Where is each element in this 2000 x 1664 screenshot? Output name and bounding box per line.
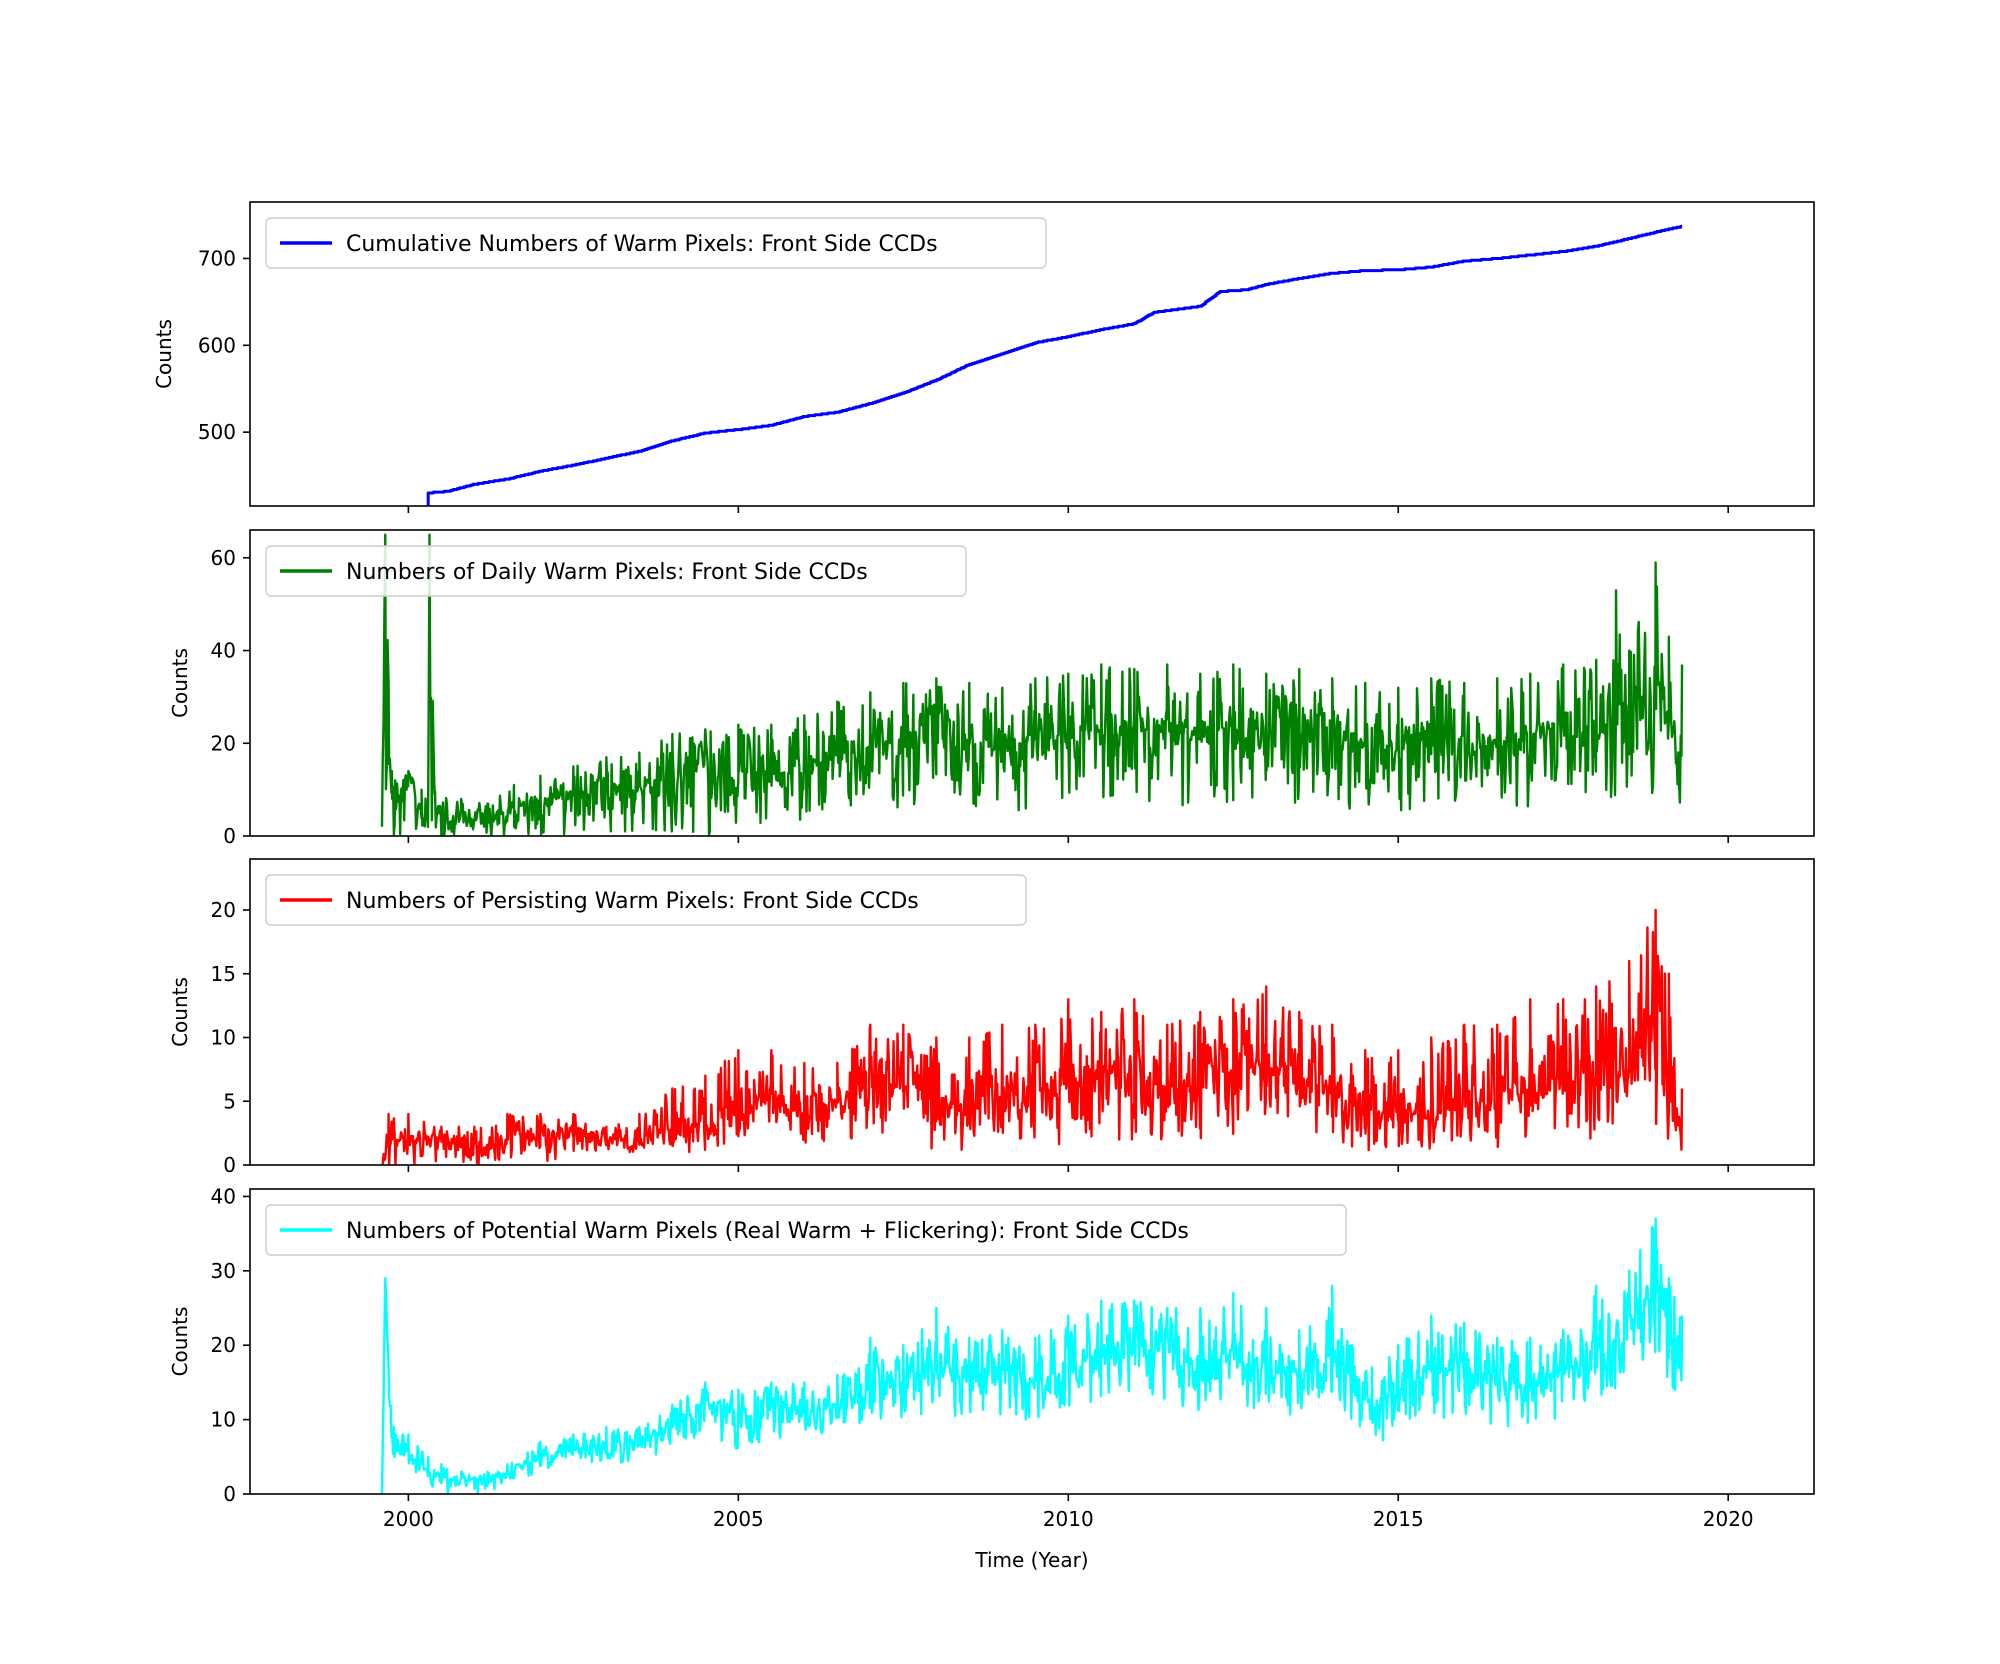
y-axis-label-daily: Counts <box>168 648 192 718</box>
legend-label-daily: Numbers of Daily Warm Pixels: Front Side… <box>346 560 868 585</box>
x-axis-label: Time (Year) <box>974 1548 1088 1572</box>
y-tick-label-daily-1: 20 <box>211 731 236 755</box>
axes-frame-cumulative <box>249 201 1815 507</box>
series-potential-0 <box>380 1217 1684 1494</box>
series-line-daily <box>380 533 1684 836</box>
x-tick-label-2: 2010 <box>1043 1507 1094 1531</box>
series-persisting-0 <box>381 908 1684 1165</box>
legend-potential: Numbers of Potential Warm Pixels (Real W… <box>265 1204 1347 1256</box>
legend-persisting: Numbers of Persisting Warm Pixels: Front… <box>265 874 1027 926</box>
series-line-potential <box>380 1217 1684 1494</box>
legend-label-persisting: Numbers of Persisting Warm Pixels: Front… <box>346 889 919 914</box>
y-tick-label-daily-3: 60 <box>211 546 236 570</box>
series-line-persisting <box>381 908 1684 1165</box>
series-cumulative-0 <box>426 224 1683 506</box>
y-tick-label-potential-4: 40 <box>211 1184 236 1208</box>
y-tick-label-persisting-2: 10 <box>211 1026 236 1050</box>
panel-potential: 0 10 20 30 40 2000 2005 2010 2015 2020 Counts Time … <box>168 1184 1815 1572</box>
y-tick-label-potential-3: 30 <box>211 1259 236 1283</box>
panel-persisting: 0 5 10 15 20 Counts Numbers of Persisting Warm… <box>168 858 1815 1177</box>
y-axis-label-persisting: Counts <box>168 977 192 1047</box>
y-tick-label-persisting-0: 0 <box>223 1153 236 1177</box>
legend-cumulative: Cumulative Numbers of Warm Pixels: Front… <box>265 217 1047 269</box>
y-tick-label-persisting-4: 20 <box>211 898 236 922</box>
x-tick-label-4: 2020 <box>1703 1507 1754 1531</box>
axes-frame-potential <box>249 1188 1815 1495</box>
panel-daily: 0 20 40 60 Counts Numbers of Daily Warm Pixel… <box>168 529 1815 848</box>
panel-cumulative: 500 600 700 Counts Cumulative Numbers of War… <box>152 201 1815 513</box>
y-axis-label-potential: Counts <box>168 1307 192 1377</box>
legend-label-potential: Numbers of Potential Warm Pixels (Real W… <box>346 1219 1189 1244</box>
y-tick-label-persisting-3: 15 <box>211 962 236 986</box>
x-tick-label-3: 2015 <box>1373 1507 1424 1531</box>
legend-box-daily <box>265 545 967 597</box>
y-tick-label-potential-0: 0 <box>223 1482 236 1506</box>
y-tick-label-cumulative-1: 600 <box>198 333 236 357</box>
y-tick-label-potential-1: 10 <box>211 1408 236 1432</box>
legend-box-potential <box>265 1204 1347 1256</box>
y-tick-label-persisting-1: 5 <box>223 1089 236 1113</box>
y-axis-label-cumulative: Counts <box>152 319 176 389</box>
legend-box-persisting <box>265 874 1027 926</box>
x-tick-label-0: 2000 <box>383 1507 434 1531</box>
legend-daily: Numbers of Daily Warm Pixels: Front Side… <box>265 545 967 597</box>
axes-frame-persisting <box>249 858 1815 1166</box>
y-tick-label-potential-2: 20 <box>211 1333 236 1357</box>
series-line-cumulative <box>426 224 1683 506</box>
y-tick-label-daily-0: 0 <box>223 824 236 848</box>
y-tick-label-cumulative-0: 500 <box>198 420 236 444</box>
y-tick-label-daily-2: 40 <box>211 639 236 663</box>
legend-label-cumulative: Cumulative Numbers of Warm Pixels: Front… <box>346 232 938 257</box>
x-tick-label-1: 2005 <box>713 1507 764 1531</box>
y-tick-label-cumulative-2: 700 <box>198 246 236 270</box>
axes-frame-daily <box>249 529 1815 837</box>
series-daily-0 <box>380 533 1684 836</box>
legend-box-cumulative <box>265 217 1047 269</box>
